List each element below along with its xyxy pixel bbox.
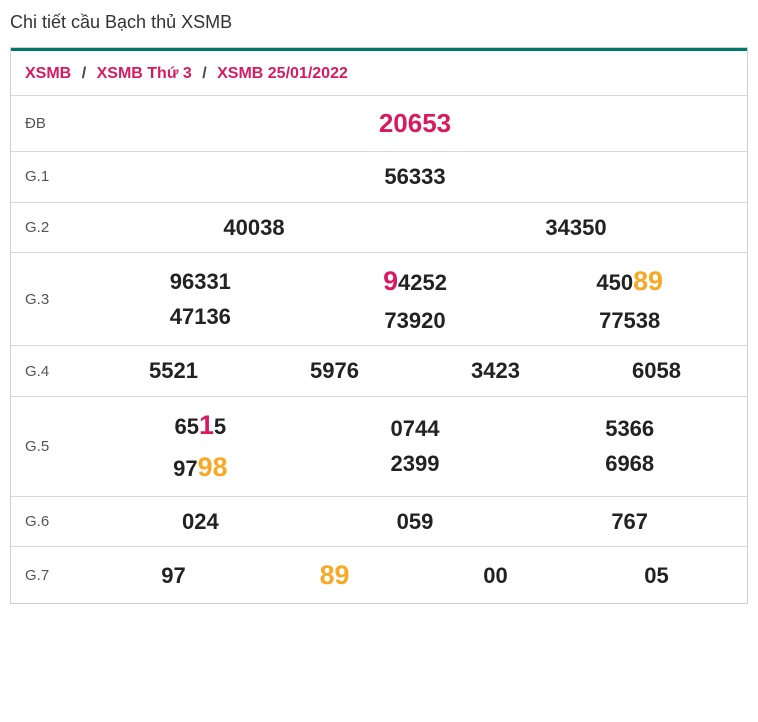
prize-label: G.3 [11, 253, 83, 346]
result-number: 5521 [149, 356, 198, 386]
value-column: 059 [308, 507, 523, 537]
value-column: 5976 [254, 356, 415, 386]
result-number: 3423 [471, 356, 520, 386]
value-column: 40038 [93, 213, 415, 243]
value-column: 94252 73920 [308, 263, 523, 335]
highlight-digit: 89 [633, 266, 663, 296]
result-number: 47136 [170, 302, 231, 332]
prize-row-g1: G.1 56333 [11, 152, 747, 203]
page-title: Chi tiết cầu Bạch thủ XSMB [10, 12, 748, 33]
value-column: 05 [576, 561, 737, 591]
value-column: 89 [254, 557, 415, 593]
value-column: 00 [415, 561, 576, 591]
result-number: 20653 [379, 106, 451, 141]
value-column: 34350 [415, 213, 737, 243]
value-column: 6515 9798 [93, 407, 308, 485]
digit: 65 [175, 414, 199, 439]
prize-row-g2: G.2 40038 34350 [11, 202, 747, 253]
prize-values: 024 059 767 [83, 496, 747, 547]
result-number: 97 [161, 561, 185, 591]
result-number: 40038 [223, 213, 284, 243]
result-number: 56333 [384, 162, 445, 192]
prize-values: 97 89 00 05 [83, 547, 747, 604]
result-number: 6058 [632, 356, 681, 386]
breadcrumb-link-2[interactable]: XSMB 25/01/2022 [217, 65, 348, 82]
prize-label: G.1 [11, 152, 83, 203]
value-column: 0744 2399 [308, 414, 523, 479]
prize-row-g6: G.6 024 059 767 [11, 496, 747, 547]
prize-row-g7: G.7 97 89 00 05 [11, 547, 747, 604]
prize-label: G.5 [11, 397, 83, 496]
digit: 4252 [398, 270, 447, 295]
result-number: 96331 [170, 267, 231, 297]
value-column: 97 [93, 561, 254, 591]
highlight-digit: 9 [383, 266, 398, 296]
result-number: 059 [397, 507, 434, 537]
highlight-digit: 1 [199, 410, 214, 440]
prize-values: 40038 34350 [83, 202, 747, 253]
result-number: 2399 [391, 449, 440, 479]
result-number: 767 [611, 507, 648, 537]
breadcrumb-link-1[interactable]: XSMB Thứ 3 [97, 65, 192, 82]
value-column: 45089 77538 [522, 263, 737, 335]
result-number: 9798 [173, 449, 227, 485]
prize-values: 5521 5976 3423 6058 [83, 346, 747, 397]
prize-values: 6515 9798 0744 2399 5366 6968 [83, 397, 747, 496]
results-box: XSMB / XSMB Thứ 3 / XSMB 25/01/2022 ĐB 20… [10, 47, 748, 604]
result-number: 6515 [175, 407, 227, 443]
result-number: 94252 [383, 263, 447, 299]
result-number: 73920 [384, 306, 445, 336]
result-number: 6968 [605, 449, 654, 479]
result-number: 0744 [391, 414, 440, 444]
value-column: 5366 6968 [522, 414, 737, 479]
value-column: 96331 47136 [93, 267, 308, 332]
breadcrumb-sep: / [82, 65, 86, 82]
result-number: 00 [483, 561, 507, 591]
results-table: ĐB 20653 G.1 56333 G.2 40038 34350 G.3 96331 4713… [11, 95, 747, 603]
result-number: 5976 [310, 356, 359, 386]
value-column: 5521 [93, 356, 254, 386]
highlight-digit: 89 [320, 560, 350, 590]
value-column: 3423 [415, 356, 576, 386]
prize-row-g5: G.5 6515 9798 0744 2399 5366 6968 [11, 397, 747, 496]
prize-row-g3: G.3 96331 47136 94252 73920 45089 77538 [11, 253, 747, 346]
result-number: 5366 [605, 414, 654, 444]
breadcrumb-sep: / [202, 65, 206, 82]
prize-label: ĐB [11, 96, 83, 152]
prize-row-db: ĐB 20653 [11, 96, 747, 152]
breadcrumb-link-0[interactable]: XSMB [25, 65, 71, 82]
result-number: 024 [182, 507, 219, 537]
prize-label: G.2 [11, 202, 83, 253]
highlight-digit: 98 [198, 452, 228, 482]
prize-values: 56333 [83, 152, 747, 203]
result-number: 34350 [545, 213, 606, 243]
value-column: 6058 [576, 356, 737, 386]
prize-label: G.7 [11, 547, 83, 604]
prize-values: 20653 [83, 96, 747, 152]
result-number: 05 [644, 561, 668, 591]
value-column: 024 [93, 507, 308, 537]
result-number: 77538 [599, 306, 660, 336]
digit: 5 [214, 414, 226, 439]
prize-label: G.4 [11, 346, 83, 397]
prize-label: G.6 [11, 496, 83, 547]
value-column: 767 [522, 507, 737, 537]
value-column: 20653 [93, 106, 737, 141]
digit: 450 [596, 270, 633, 295]
result-number: 45089 [596, 263, 663, 299]
breadcrumb: XSMB / XSMB Thứ 3 / XSMB 25/01/2022 [11, 51, 747, 95]
digit: 97 [173, 456, 197, 481]
result-number: 89 [320, 557, 350, 593]
prize-values: 96331 47136 94252 73920 45089 77538 [83, 253, 747, 346]
value-column: 56333 [93, 162, 737, 192]
prize-row-g4: G.4 5521 5976 3423 6058 [11, 346, 747, 397]
